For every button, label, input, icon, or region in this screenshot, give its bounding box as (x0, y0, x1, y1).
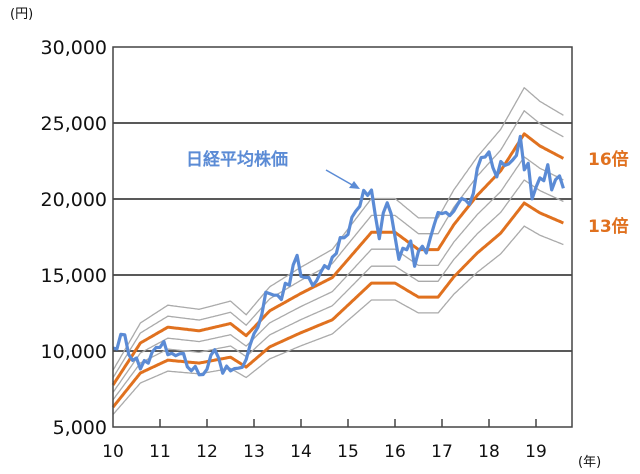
y-tick-label: 10,000 (41, 341, 107, 363)
per-band-14x (112, 179, 564, 401)
y-axis: 5,000 10,000 15,000 20,000 25,000 30,000 (41, 37, 107, 439)
per-band-16x (111, 132, 565, 386)
per-band-12x (112, 225, 564, 415)
arrow-head-icon (349, 181, 360, 189)
x-unit-label: (年) (578, 455, 601, 470)
y-tick-label: 25,000 (41, 113, 107, 135)
x-tick-label: 18 (478, 442, 500, 462)
band-13x-label: 13倍 (588, 216, 629, 237)
x-tick-label: 15 (337, 442, 359, 462)
per-band-15x (112, 156, 564, 393)
x-axis: 10 11 12 13 14 15 16 17 18 19 (102, 419, 547, 462)
y-tick-label: 5,000 (53, 417, 107, 439)
nikkei-series (112, 134, 565, 377)
band-16x-label: 16倍 (588, 149, 629, 170)
nikkei-line (112, 134, 565, 377)
per-band-13x (111, 201, 564, 409)
y-tick-label: 30,000 (41, 37, 107, 59)
x-tick-label: 11 (149, 442, 171, 462)
y-unit-label: (円) (10, 7, 33, 22)
gridlines (113, 122, 572, 352)
nikkei-annotation: 日経平均株価 (186, 149, 288, 170)
y-tick-label: 15,000 (41, 265, 107, 287)
x-tick-label: 19 (525, 442, 547, 462)
y-tick-label: 20,000 (41, 189, 107, 211)
x-tick-label: 12 (196, 442, 218, 462)
x-tick-label: 16 (384, 442, 406, 462)
x-tick-label: 14 (290, 442, 312, 462)
x-tick-label: 13 (243, 442, 265, 462)
plot-frame (112, 46, 573, 428)
per-band-17x (112, 110, 564, 379)
x-tick-label: 10 (102, 442, 124, 462)
x-tick-label: 17 (431, 442, 453, 462)
annotation-arrow (325, 169, 355, 187)
per-bands (111, 87, 565, 415)
